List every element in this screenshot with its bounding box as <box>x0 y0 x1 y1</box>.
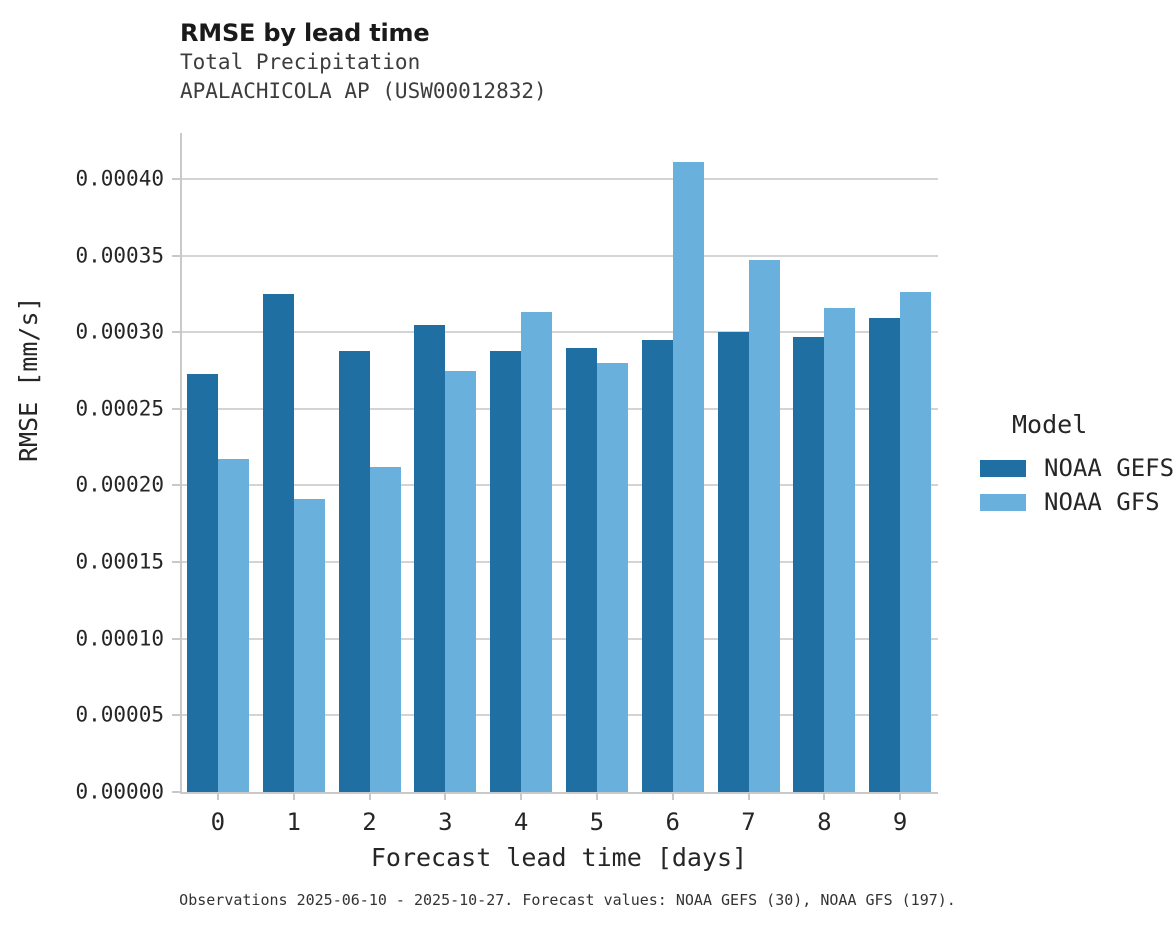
bar[interactable] <box>490 350 522 792</box>
gridline <box>182 331 938 334</box>
bar[interactable] <box>793 336 825 792</box>
y-axis-tick <box>172 484 180 487</box>
bar[interactable] <box>672 162 704 792</box>
y-axis-tick <box>172 561 180 564</box>
gridline <box>182 254 938 257</box>
gridline <box>182 407 938 410</box>
x-axis-tick-label: 9 <box>892 808 908 836</box>
y-axis-tick <box>172 791 180 793</box>
y-axis-tick-label: 0.00015 <box>75 549 164 574</box>
legend-title: Model <box>1012 410 1088 439</box>
bar[interactable] <box>414 324 446 792</box>
x-axis-tick <box>368 792 371 800</box>
x-axis-line <box>180 792 938 794</box>
x-axis-tick <box>671 792 674 800</box>
y-axis-tick-label: 0.00000 <box>75 779 164 804</box>
x-axis-tick <box>520 792 523 800</box>
page-title: RMSE by lead time <box>180 19 430 47</box>
y-axis-tick-label: 0.00020 <box>75 472 164 497</box>
x-axis-tick-label: 8 <box>817 808 832 836</box>
y-axis-line <box>180 133 182 792</box>
x-axis-tick <box>595 792 598 800</box>
x-axis-tick-label: 3 <box>438 808 453 836</box>
y-axis-tick <box>172 177 180 180</box>
bar[interactable] <box>900 292 932 792</box>
bar[interactable] <box>869 318 901 792</box>
y-axis-tick-label: 0.00005 <box>75 702 164 727</box>
legend: Model NOAA GEFS NOAA GFS <box>980 410 1174 520</box>
legend-item-label: NOAA GFS <box>1044 488 1160 516</box>
x-axis-title: Forecast lead time [days] <box>370 843 748 872</box>
gridline <box>182 637 938 640</box>
gridline <box>182 484 938 487</box>
y-axis-tick-label: 0.00035 <box>75 243 164 268</box>
x-axis-tick <box>444 792 447 800</box>
x-axis-tick <box>899 792 902 800</box>
x-axis-tick-label: 5 <box>589 808 605 836</box>
plot-area: 0.00000 0.00005 0.00010 0.00015 0.00020 0.000… <box>75 133 938 836</box>
bar[interactable] <box>565 347 597 792</box>
y-axis-title: RMSE [mm/s] <box>14 296 43 462</box>
x-axis-tick-label: 6 <box>665 808 680 836</box>
chart-subtitle-variable: Total Precipitation <box>180 50 421 74</box>
gridline <box>182 177 938 180</box>
gridline <box>182 714 938 717</box>
bar[interactable] <box>748 260 780 792</box>
bar[interactable] <box>521 312 553 792</box>
x-axis-tick-label: 7 <box>741 808 756 836</box>
legend-items: NOAA GEFS NOAA GFS <box>980 452 1174 518</box>
x-axis-tick <box>216 792 219 800</box>
bar[interactable] <box>641 339 673 792</box>
y-axis-tick-label: 0.00040 <box>75 166 164 191</box>
bar[interactable] <box>596 362 628 792</box>
bar[interactable] <box>824 307 856 792</box>
bar[interactable] <box>262 293 294 792</box>
bar[interactable] <box>445 370 477 792</box>
x-axis-tick-label: 0 <box>210 808 226 836</box>
bar[interactable] <box>717 332 749 792</box>
x-axis-tick-label: 4 <box>513 808 529 836</box>
legend-swatch-icon <box>980 459 1026 477</box>
x-axis-tick-label: 1 <box>286 808 301 836</box>
chart-caption: Observations 2025-06-10 - 2025-10-27. Fo… <box>179 891 956 909</box>
y-axis-tick-label: 0.00025 <box>75 396 164 421</box>
bar[interactable] <box>338 350 370 792</box>
x-axis-tick-label: 2 <box>362 808 377 836</box>
x-axis-tick <box>747 792 750 800</box>
legend-item[interactable]: NOAA GEFS <box>980 452 1174 484</box>
x-axis-tick <box>823 792 826 800</box>
y-axis-tick <box>172 407 180 410</box>
bar-series-container <box>180 133 938 792</box>
y-axis-tick <box>172 714 180 717</box>
y-axis-tick-label: 0.00030 <box>75 319 164 344</box>
bar[interactable] <box>369 467 401 792</box>
y-axis-tick <box>172 331 180 334</box>
legend-swatch-icon <box>980 493 1026 511</box>
bar[interactable] <box>293 499 325 792</box>
y-axis-tick-label: 0.00010 <box>75 626 164 651</box>
legend-item-label: NOAA GEFS <box>1044 454 1175 482</box>
x-axis-tick <box>292 792 295 800</box>
y-axis-tick <box>172 637 180 640</box>
bar[interactable] <box>217 459 249 792</box>
title-block: RMSE by lead time Total Precipitation AP… <box>180 18 547 106</box>
chart-subtitle-station: APALACHICOLA AP (USW00012832) <box>180 79 547 103</box>
y-axis-tick <box>172 254 180 257</box>
legend-item[interactable]: NOAA GFS <box>980 486 1174 518</box>
bar[interactable] <box>186 373 218 792</box>
gridline <box>182 561 938 564</box>
